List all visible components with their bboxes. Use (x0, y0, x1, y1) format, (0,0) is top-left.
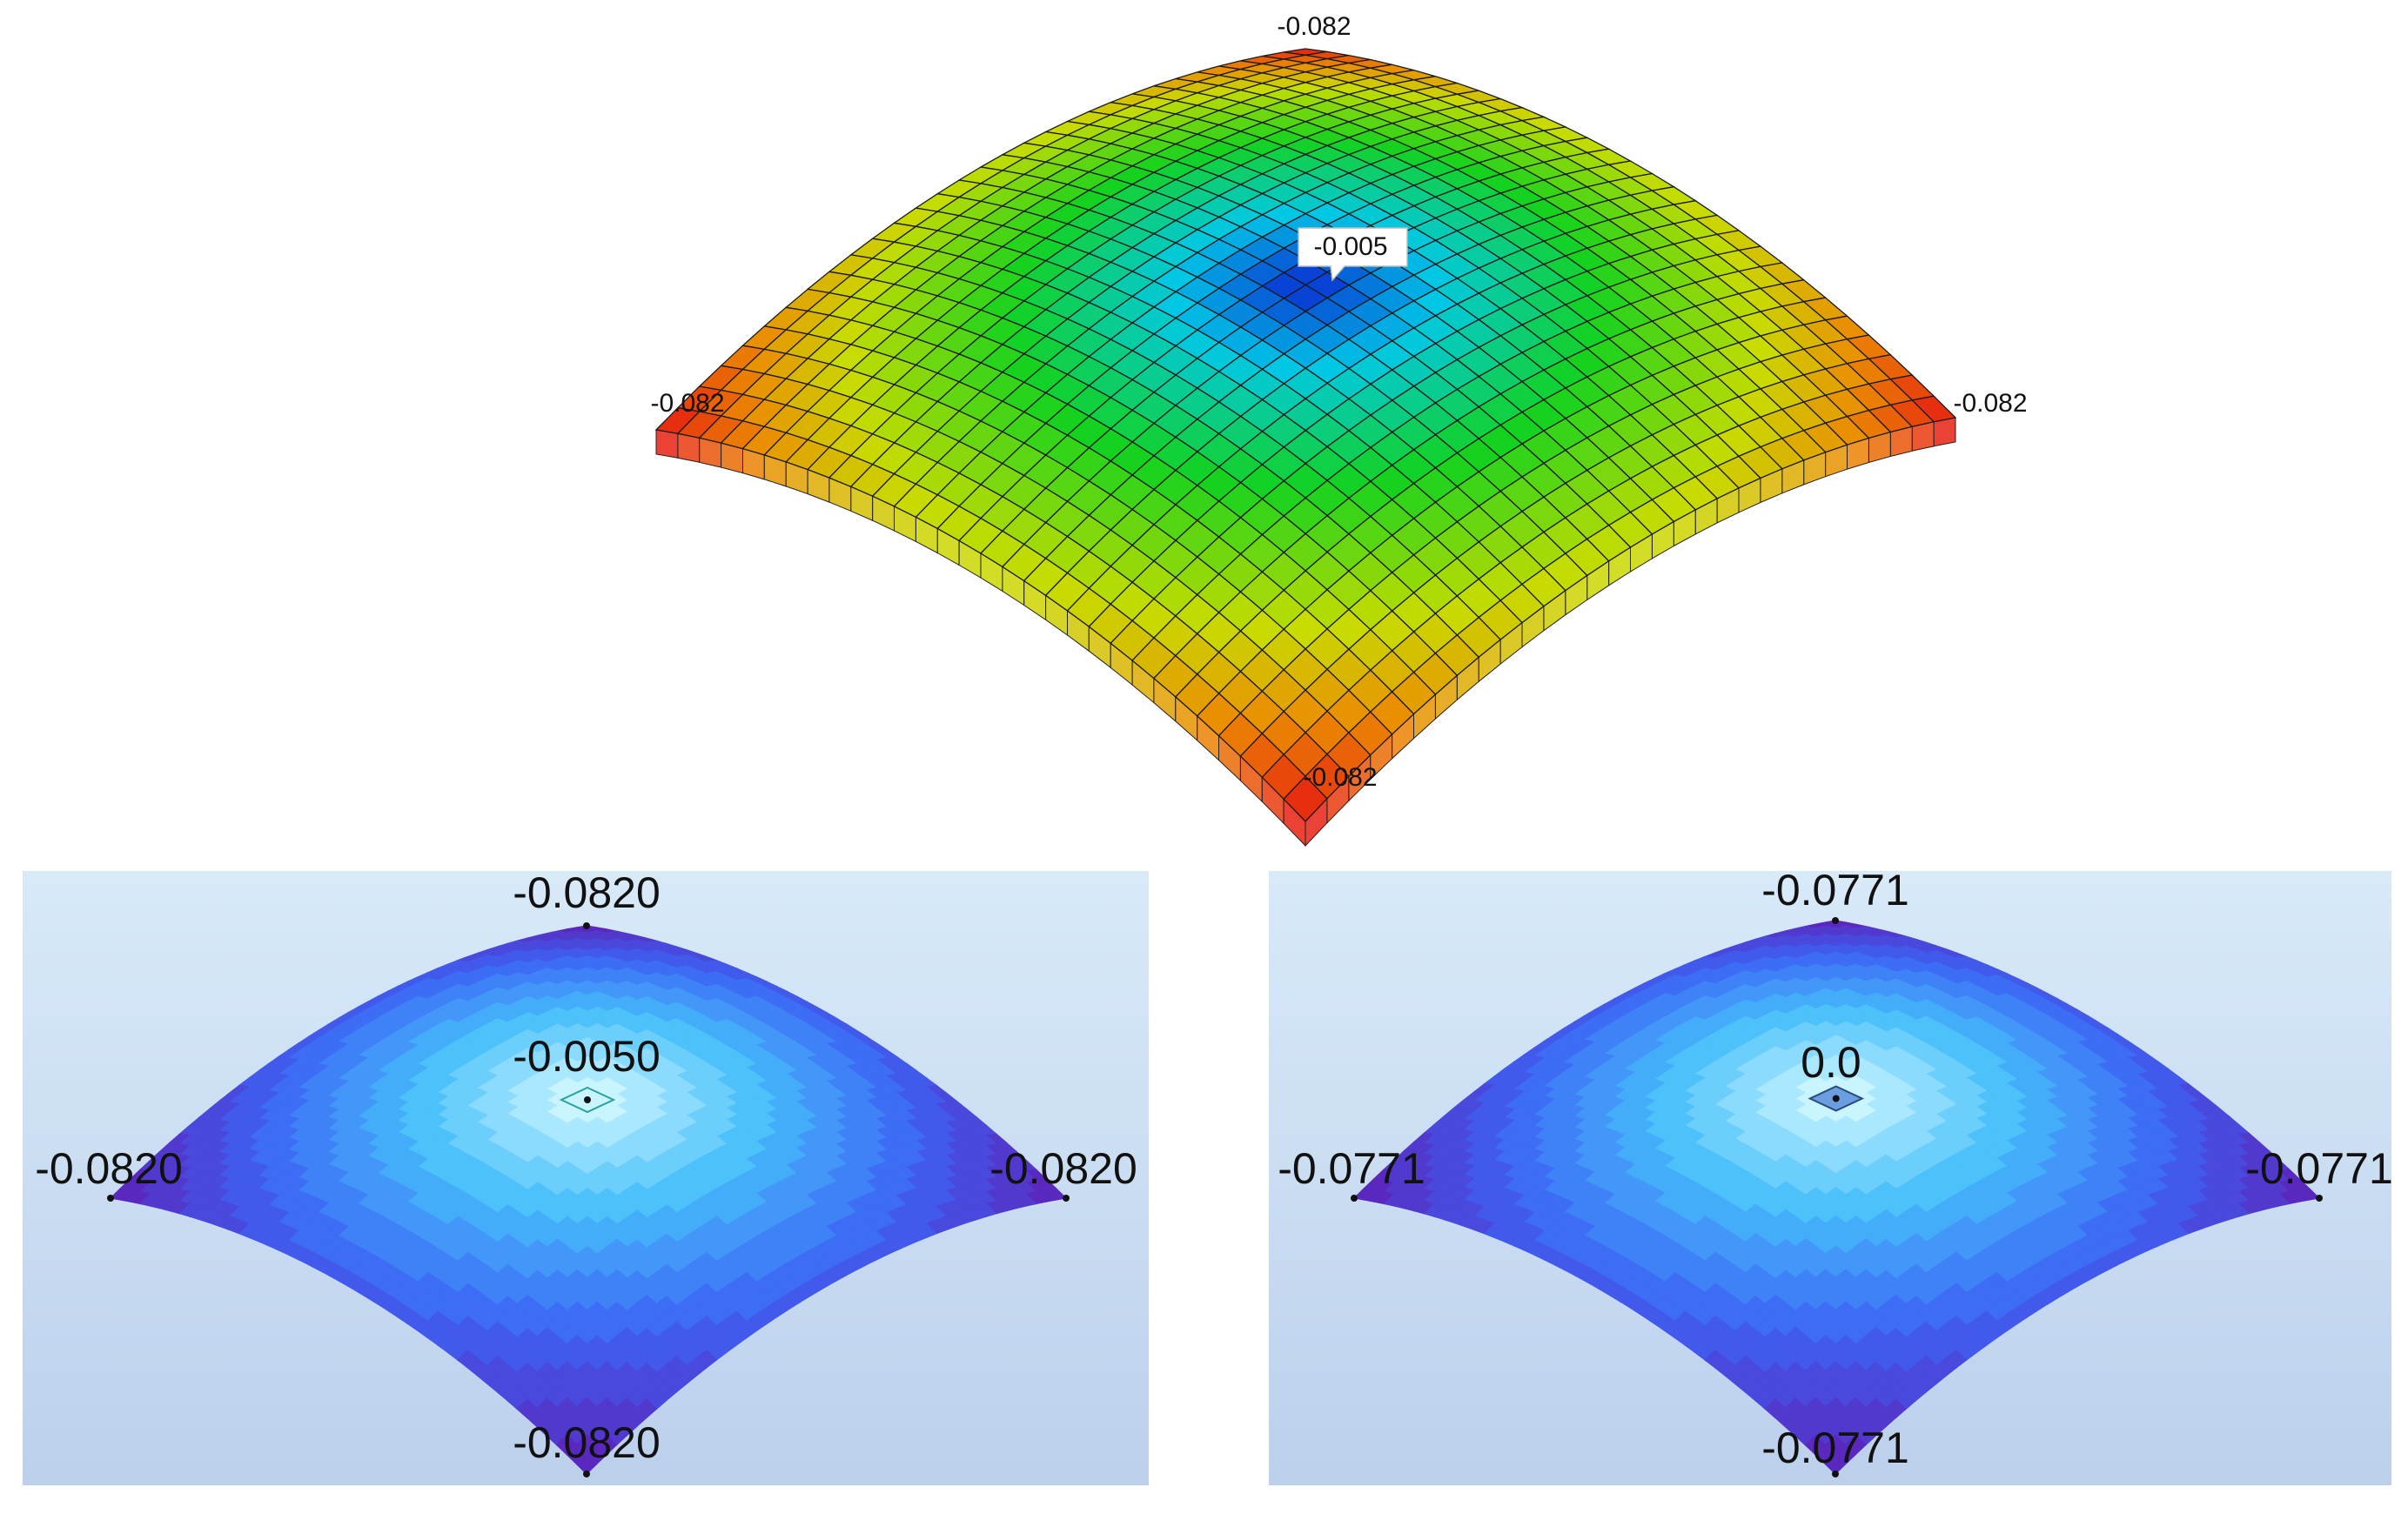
plate-side (1933, 417, 1956, 447)
plate-side (677, 432, 701, 463)
node-dot (584, 1096, 591, 1103)
node-dot (583, 922, 590, 929)
plate-side (655, 429, 679, 459)
mesh-cell (1283, 775, 1328, 822)
node-dot (107, 1195, 114, 1202)
plate-contour-left (107, 922, 1070, 1477)
node-dot (583, 1470, 590, 1477)
node-dot (1063, 1195, 1070, 1202)
plate-3d (654, 48, 1957, 847)
